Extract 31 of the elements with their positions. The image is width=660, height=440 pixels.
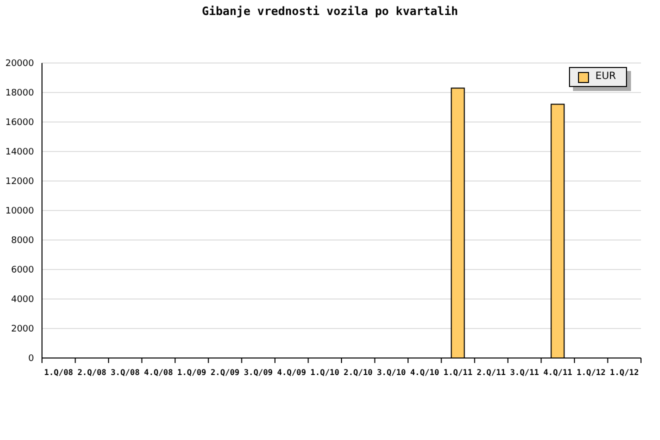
x-tick-label: 2.Q/10 [344,368,373,377]
x-tick-label: 3.Q/08 [110,368,140,377]
x-tick-label: 1.Q/08 [44,368,74,377]
x-tick-label: 1.Q/09 [177,368,206,377]
x-tick-label: 1.Q/11 [444,368,473,377]
x-tick-label: 1.Q/12 [610,368,639,377]
y-tick-label: 12000 [5,177,34,188]
x-tick-label: 2.Q/08 [77,368,107,377]
y-tick-label: 10000 [5,206,34,217]
y-tick-label: 2000 [11,324,34,335]
x-tick-label: 1.Q/12 [576,368,606,377]
y-tick-label: 14000 [5,148,34,158]
y-tick-label: 8000 [11,236,34,246]
chart-title: Gibanje vrednosti vozila po kvartalih [200,3,460,19]
y-tick-label: 16000 [5,118,34,128]
x-tick-label: 2.Q/09 [210,368,240,377]
x-tick-label: 4.Q/10 [410,368,440,377]
x-tick-label: 3.Q/10 [376,368,406,377]
x-tick-label: 3.Q/09 [244,368,273,377]
y-tick-label: 0 [28,354,34,364]
x-tick-label: 4.Q/09 [277,368,306,377]
x-tick-label: 4.Q/11 [543,368,572,377]
y-tick-label: 4000 [11,295,34,306]
y-tick-label: 20000 [5,59,34,70]
x-tick-label: 3.Q/11 [510,368,540,377]
x-tick-label: 2.Q/11 [476,368,506,377]
y-tick-label: 18000 [5,88,34,99]
legend-label: EUR [595,71,616,83]
y-tick-label: 6000 [11,266,34,276]
x-tick-label: 1.Q/10 [310,368,340,377]
x-tick-label: 4.Q/08 [144,368,174,377]
